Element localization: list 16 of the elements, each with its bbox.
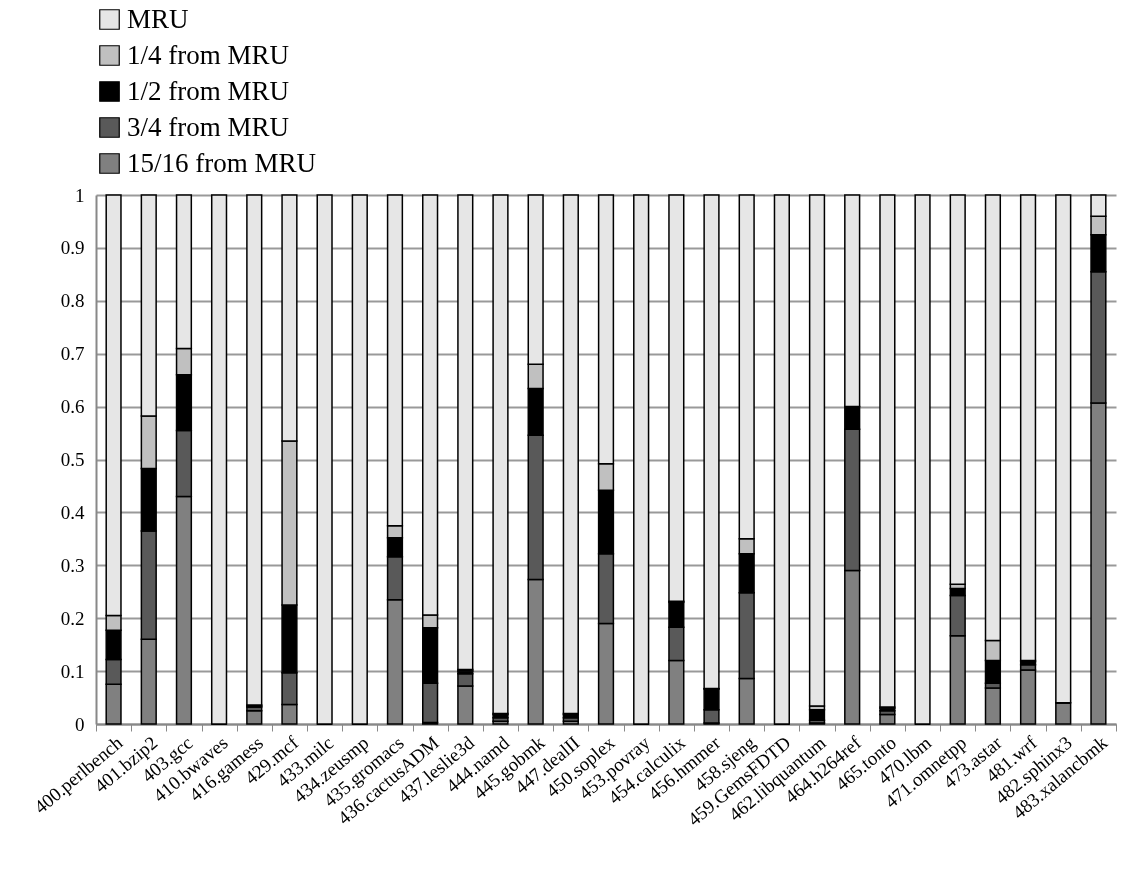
legend-label: MRU xyxy=(127,3,189,34)
y-tick-label: 0.7 xyxy=(60,343,85,365)
y-tick-label: 0.5 xyxy=(60,449,85,470)
y-tick-label: 0.4 xyxy=(60,501,85,523)
y-tick-label: 0.8 xyxy=(60,290,85,312)
legend-label: 3/4 from MRU xyxy=(127,111,289,142)
y-tick-label: 1 xyxy=(75,184,85,206)
y-tick-label: 0.2 xyxy=(60,607,85,629)
legend-label: 15/16 from MRU xyxy=(127,147,316,178)
legend-label: 1/4 from MRU xyxy=(127,39,289,70)
y-tick-label: 0.9 xyxy=(60,237,85,259)
y-tick-label: 0.1 xyxy=(60,660,85,682)
legend-label: 1/2 from MRU xyxy=(127,75,289,106)
y-tick-label: 0 xyxy=(75,713,85,735)
y-tick-label: 0.3 xyxy=(60,554,85,576)
y-tick-label: 0.6 xyxy=(60,396,85,418)
